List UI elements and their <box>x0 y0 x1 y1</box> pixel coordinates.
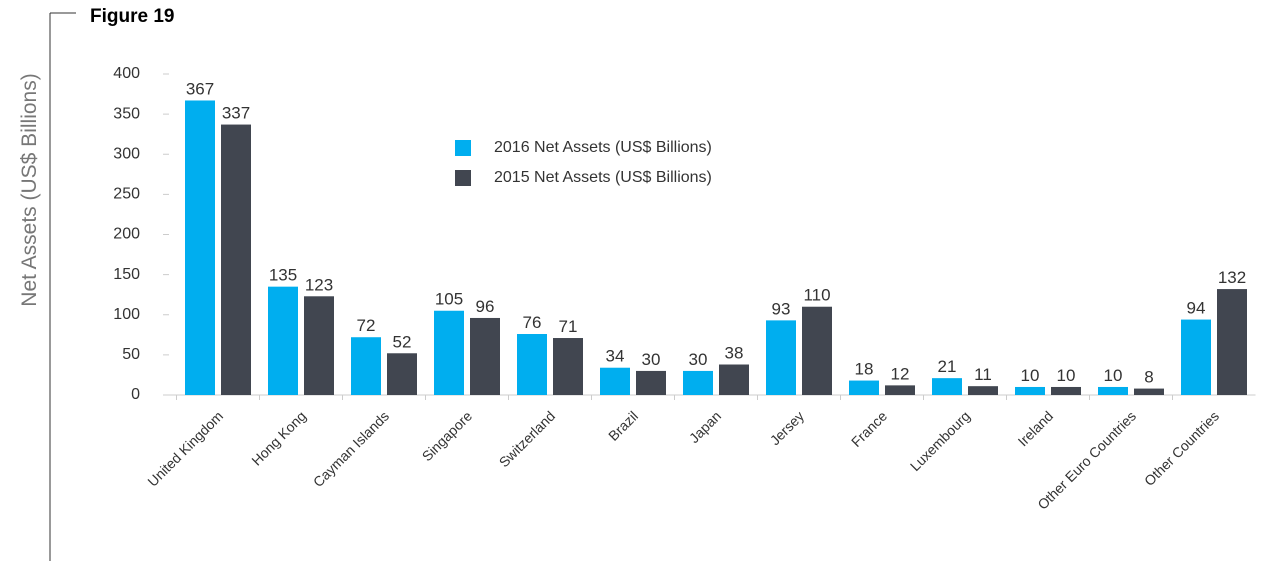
x-tick-label: Japan <box>686 408 724 446</box>
y-axis-label: Net Assets (US$ Billions) <box>18 73 41 306</box>
value-label: 132 <box>1218 268 1246 287</box>
x-tick-label: Singapore <box>419 408 476 465</box>
x-tick-label: Ireland <box>1015 408 1057 450</box>
value-label: 30 <box>642 350 661 369</box>
bar <box>1051 386 1081 395</box>
y-tick-label: 100 <box>113 306 140 323</box>
bar <box>849 380 879 395</box>
value-label: 123 <box>305 275 333 294</box>
x-tick-label: Hong Kong <box>248 408 309 469</box>
legend-label: 2015 Net Assets (US$ Billions) <box>494 169 712 186</box>
value-label: 337 <box>222 104 250 123</box>
value-label: 71 <box>559 317 578 336</box>
value-label: 10 <box>1057 366 1076 385</box>
bar <box>766 320 796 395</box>
value-label: 367 <box>186 79 214 98</box>
legend-label: 2016 Net Assets (US$ Billions) <box>494 139 712 156</box>
y-tick-label: 50 <box>122 346 140 363</box>
value-label: 18 <box>855 360 874 379</box>
value-label: 10 <box>1104 366 1123 385</box>
value-label: 10 <box>1021 366 1040 385</box>
legend-swatch <box>455 140 471 156</box>
value-label: 34 <box>606 347 625 366</box>
value-label: 110 <box>803 286 830 305</box>
bar <box>185 100 215 396</box>
bar <box>304 296 334 395</box>
value-label: 8 <box>1144 368 1153 387</box>
bar <box>470 317 500 395</box>
x-tick-label: Jersey <box>767 408 807 448</box>
x-tick-label: Other Countries <box>1141 408 1222 489</box>
value-label: 11 <box>974 365 992 384</box>
y-tick-label: 200 <box>113 226 140 243</box>
value-label: 135 <box>269 266 297 285</box>
value-label: 30 <box>689 350 708 369</box>
bar <box>387 353 417 395</box>
value-label: 38 <box>725 344 744 363</box>
value-label: 12 <box>891 364 910 383</box>
value-label: 76 <box>523 313 542 332</box>
bar <box>932 378 962 395</box>
bar <box>268 286 298 395</box>
bar <box>968 386 998 395</box>
bar <box>719 364 749 395</box>
y-tick-label: 150 <box>113 266 140 283</box>
bar <box>1134 388 1164 395</box>
value-label: 72 <box>357 316 376 335</box>
bar <box>683 370 713 395</box>
value-label: 21 <box>938 357 957 376</box>
x-tick-label: Cayman Islands <box>310 408 392 490</box>
value-label: 52 <box>393 332 412 351</box>
y-tick-label: 400 <box>113 65 140 82</box>
value-label: 94 <box>1187 299 1206 318</box>
bar <box>1181 319 1211 395</box>
x-tick-label: France <box>848 408 890 450</box>
y-tick-label: 300 <box>113 145 140 162</box>
bar <box>1098 386 1128 395</box>
bar <box>221 124 251 396</box>
x-tick-label: Brazil <box>605 408 641 444</box>
bar <box>1015 386 1045 395</box>
x-tick-label: United Kingdom <box>144 408 226 490</box>
bar <box>1217 289 1247 395</box>
x-tick-label: Switzerland <box>496 408 558 470</box>
y-tick-label: 250 <box>113 186 140 203</box>
y-tick-label: 350 <box>113 105 140 122</box>
value-label: 105 <box>435 290 463 309</box>
bar <box>802 306 832 395</box>
bar <box>885 385 915 395</box>
chart-title: Figure 19 <box>90 6 174 27</box>
x-tick-label: Luxembourg <box>907 408 973 474</box>
bar <box>636 370 666 395</box>
value-label: 93 <box>772 299 791 318</box>
y-tick-label: 0 <box>131 386 140 403</box>
bar <box>517 334 547 395</box>
legend-swatch <box>455 170 471 186</box>
value-label: 96 <box>476 297 495 316</box>
bar <box>351 337 381 395</box>
bar <box>434 310 464 395</box>
bar <box>600 367 630 395</box>
bar <box>553 338 583 395</box>
